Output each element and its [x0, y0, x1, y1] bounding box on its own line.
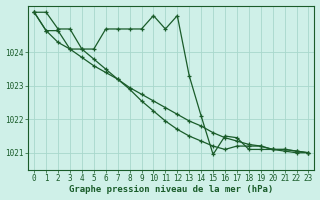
X-axis label: Graphe pression niveau de la mer (hPa): Graphe pression niveau de la mer (hPa)	[69, 185, 274, 194]
